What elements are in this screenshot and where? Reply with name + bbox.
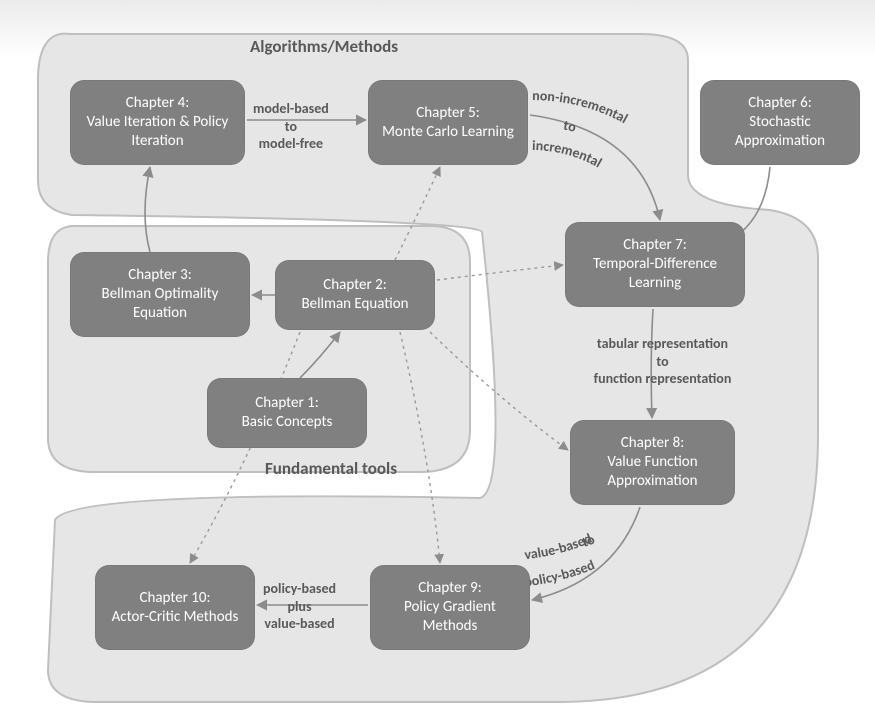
node-ch1-subtitle: Basic Concepts — [242, 413, 333, 431]
node-ch9: Chapter 9:Policy Gradient Methods — [370, 565, 530, 650]
edge-label-e45-bot: model-free — [259, 135, 323, 152]
node-ch5-subtitle: Monte Carlo Learning — [382, 123, 514, 141]
node-ch8-subtitle: Value Function Approximation — [607, 453, 697, 490]
node-ch8-title: Chapter 8: — [621, 434, 684, 452]
node-ch9-title: Chapter 9: — [418, 579, 481, 597]
edge-label-e910: policy-based plus value-based — [263, 580, 336, 633]
edge-label-e78-mid: to — [656, 353, 668, 370]
node-ch5: Chapter 5:Monte Carlo Learning — [368, 80, 528, 165]
node-ch2-subtitle: Bellman Equation — [301, 295, 408, 313]
node-ch1: Chapter 1:Basic Concepts — [207, 378, 367, 448]
node-ch7: Chapter 7:Temporal-Difference Learning — [565, 222, 745, 307]
node-ch4-subtitle: Value Iteration & Policy Iteration — [87, 113, 229, 150]
edge-label-e78-top: tabular representation — [597, 335, 728, 352]
node-ch10-title: Chapter 10: — [139, 589, 210, 607]
edge-label-e910-top: policy-based — [263, 580, 336, 597]
node-ch8: Chapter 8:Value Function Approximation — [570, 420, 735, 505]
edge-label-e78-bot: function representation — [594, 370, 732, 387]
node-ch2-title: Chapter 2: — [323, 276, 386, 294]
node-ch2: Chapter 2:Bellman Equation — [275, 260, 435, 330]
diagram-canvas: non-incremental to incremental value-bas… — [0, 0, 875, 722]
edge-label-e78: tabular representation to function repre… — [560, 335, 765, 388]
node-ch10-subtitle: Actor-Critic Methods — [112, 608, 239, 626]
outer-region-title: Algorithms/Methods — [250, 36, 398, 57]
node-ch6-title: Chapter 6: — [748, 94, 811, 112]
node-ch7-subtitle: Temporal-Difference Learning — [593, 255, 717, 292]
node-ch4: Chapter 4:Value Iteration & Policy Itera… — [70, 80, 245, 165]
node-ch6: Chapter 6:Stochastic Approximation — [700, 80, 860, 165]
node-ch3-title: Chapter 3: — [128, 266, 191, 284]
edge-label-e910-mid: plus — [287, 598, 311, 615]
node-ch3-subtitle: Bellman Optimality Equation — [102, 285, 219, 322]
node-ch9-subtitle: Policy Gradient Methods — [404, 598, 496, 635]
inner-region-title: Fundamental tools — [265, 458, 397, 479]
edge-label-e45-top: model-based — [253, 100, 329, 117]
edge-label-e45: model-based to model-free — [253, 100, 329, 153]
node-ch7-title: Chapter 7: — [623, 236, 686, 254]
edge-label-e910-bot: value-based — [264, 615, 334, 632]
edge-label-e45-mid: to — [285, 118, 297, 135]
node-ch3: Chapter 3:Bellman Optimality Equation — [70, 252, 250, 337]
node-ch1-title: Chapter 1: — [255, 394, 318, 412]
node-ch10: Chapter 10:Actor-Critic Methods — [95, 565, 255, 650]
node-ch6-subtitle: Stochastic Approximation — [735, 113, 825, 150]
node-ch4-title: Chapter 4: — [126, 94, 189, 112]
node-ch5-title: Chapter 5: — [416, 104, 479, 122]
